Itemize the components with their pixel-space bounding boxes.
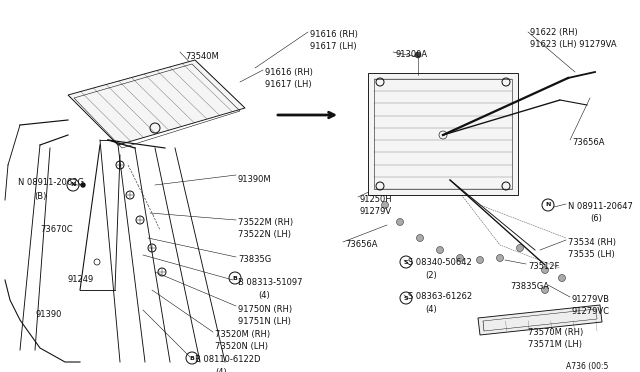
Text: B: B <box>232 276 237 280</box>
Text: 73535 (LH): 73535 (LH) <box>568 250 615 259</box>
Text: 73534 (RH): 73534 (RH) <box>568 238 616 247</box>
Text: S: S <box>404 260 408 264</box>
Text: B: B <box>189 356 195 360</box>
Text: 91279VC: 91279VC <box>572 307 610 316</box>
Text: 73835G: 73835G <box>238 255 271 264</box>
Circle shape <box>541 266 548 273</box>
Text: (4): (4) <box>425 305 436 314</box>
Text: 73656A: 73656A <box>345 240 378 249</box>
Text: S: S <box>404 295 408 301</box>
Text: S 08340-50642: S 08340-50642 <box>408 258 472 267</box>
Text: 73520M (RH): 73520M (RH) <box>215 330 270 339</box>
Text: 73835GA: 73835GA <box>510 282 549 291</box>
Text: A736 (00:5: A736 (00:5 <box>566 362 609 371</box>
Circle shape <box>516 244 524 251</box>
Polygon shape <box>68 60 245 145</box>
Circle shape <box>477 257 483 263</box>
Circle shape <box>381 202 388 208</box>
Circle shape <box>497 254 504 262</box>
Text: 73571M (LH): 73571M (LH) <box>528 340 582 349</box>
Text: 91279VB: 91279VB <box>572 295 610 304</box>
Text: 91390: 91390 <box>35 310 61 319</box>
Text: 91617 (LH): 91617 (LH) <box>265 80 312 89</box>
Text: 91622 (RH): 91622 (RH) <box>530 28 578 37</box>
Text: 91250H: 91250H <box>360 195 392 204</box>
Text: (4): (4) <box>258 291 269 300</box>
Text: (4): (4) <box>215 368 227 372</box>
Circle shape <box>81 183 85 187</box>
Circle shape <box>559 275 566 282</box>
Text: N 08911-20647: N 08911-20647 <box>568 202 633 211</box>
Text: (6): (6) <box>590 214 602 223</box>
Text: 91623 (LH) 91279VA: 91623 (LH) 91279VA <box>530 40 616 49</box>
Text: 73522M (RH): 73522M (RH) <box>238 218 293 227</box>
Circle shape <box>94 259 100 265</box>
Circle shape <box>436 247 444 253</box>
Text: B 08110-6122D: B 08110-6122D <box>195 355 260 364</box>
Text: 91279V: 91279V <box>360 207 392 216</box>
Text: 73522N (LH): 73522N (LH) <box>238 230 291 239</box>
Polygon shape <box>368 73 518 195</box>
Text: 91616 (RH): 91616 (RH) <box>310 30 358 39</box>
Text: 73512F: 73512F <box>528 262 559 271</box>
Text: N: N <box>70 183 76 187</box>
Text: N: N <box>545 202 550 208</box>
Circle shape <box>397 218 403 225</box>
Text: 91617 (LH): 91617 (LH) <box>310 42 356 51</box>
Text: 91390M: 91390M <box>238 175 271 184</box>
Text: 91750N (RH): 91750N (RH) <box>238 305 292 314</box>
Text: 73656A: 73656A <box>572 138 605 147</box>
Text: 91751N (LH): 91751N (LH) <box>238 317 291 326</box>
Text: 91249: 91249 <box>68 275 94 284</box>
Text: 73670C: 73670C <box>40 225 72 234</box>
Text: N 08911-2062G: N 08911-2062G <box>18 178 84 187</box>
Circle shape <box>456 254 463 262</box>
Polygon shape <box>478 305 602 335</box>
Text: (2): (2) <box>425 271 436 280</box>
Text: (B): (B) <box>34 192 46 201</box>
Text: 91300A: 91300A <box>395 50 427 59</box>
Circle shape <box>415 52 421 58</box>
Circle shape <box>417 234 424 241</box>
Text: S 08363-61262: S 08363-61262 <box>408 292 472 301</box>
Text: 73570M (RH): 73570M (RH) <box>528 328 583 337</box>
Text: 73540M: 73540M <box>185 52 219 61</box>
Circle shape <box>541 286 548 294</box>
Text: 73520N (LH): 73520N (LH) <box>215 342 268 351</box>
Text: 91616 (RH): 91616 (RH) <box>265 68 313 77</box>
Text: B 08313-51097: B 08313-51097 <box>238 278 303 287</box>
